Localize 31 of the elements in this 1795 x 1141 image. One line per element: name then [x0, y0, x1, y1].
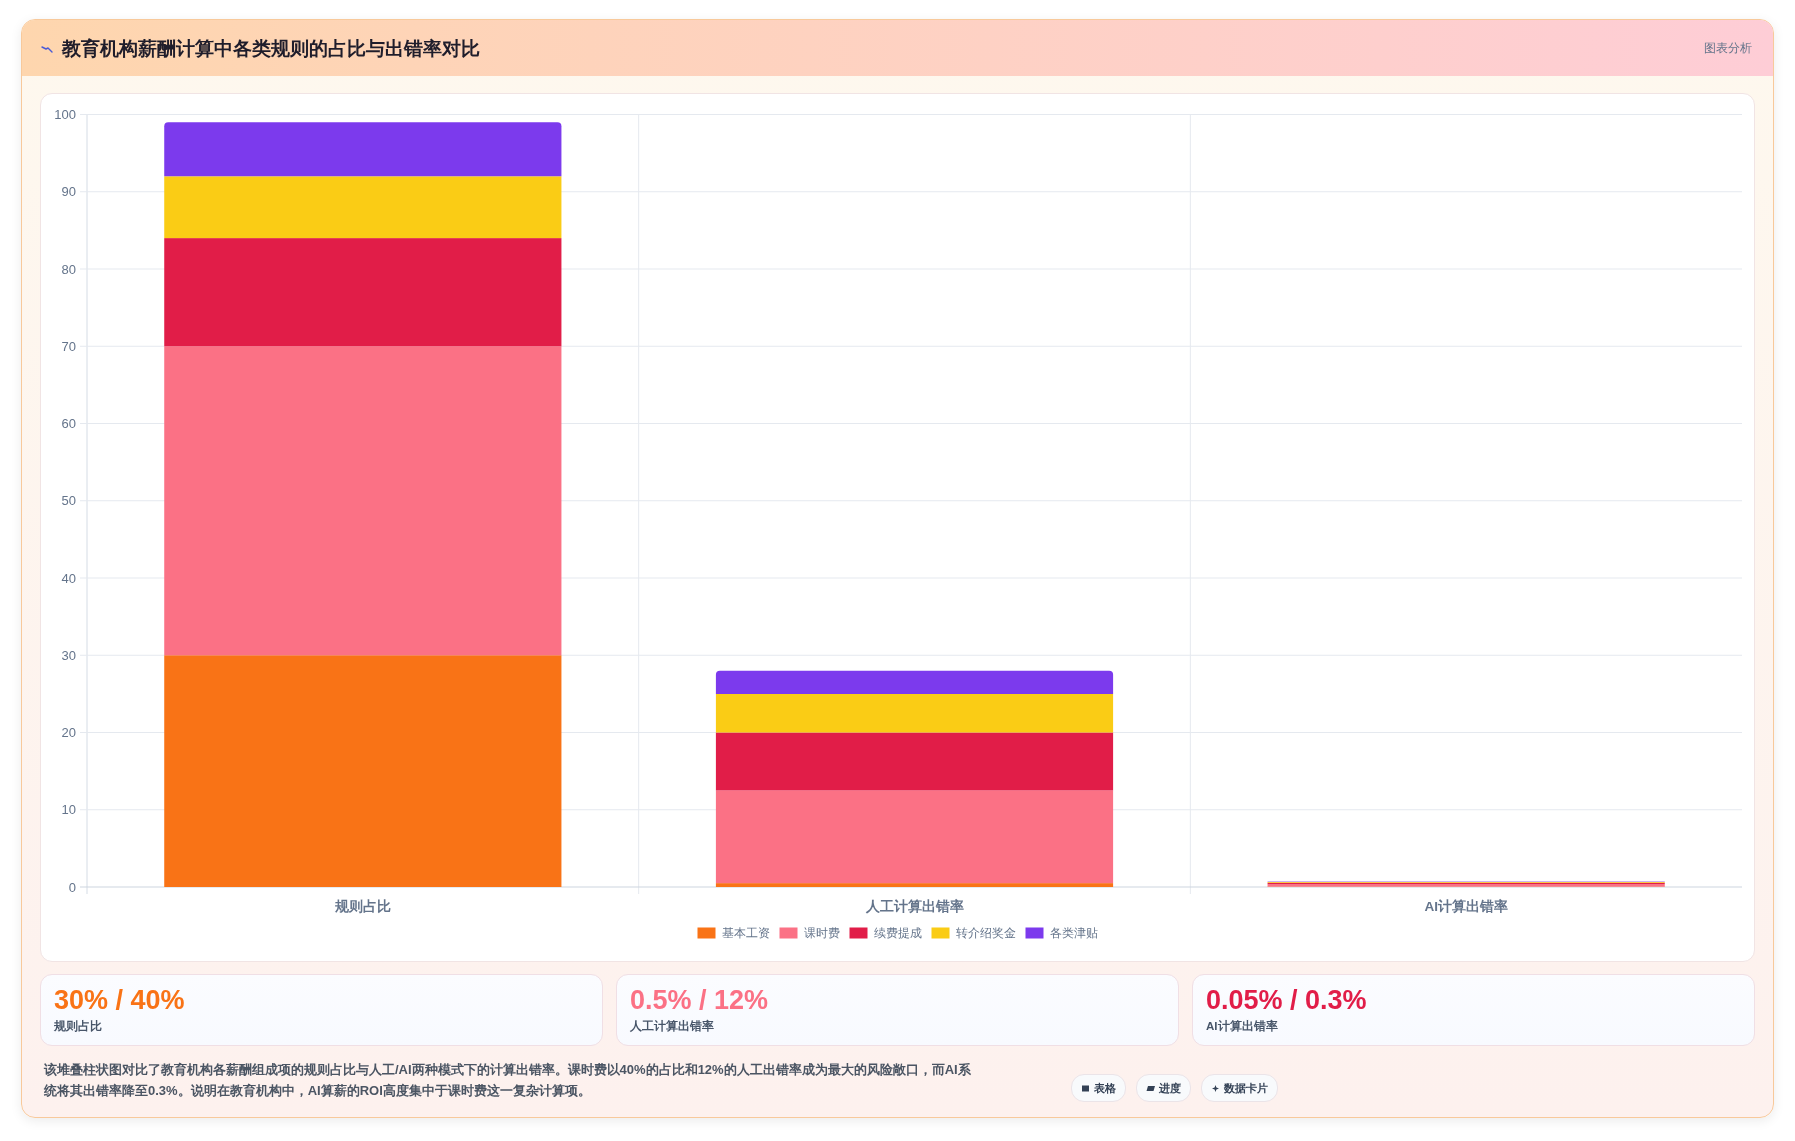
y-tick-label: 40: [61, 570, 76, 586]
text: 数据卡片: [1224, 1080, 1268, 1096]
y-tick-label: 60: [61, 416, 76, 431]
x-tick-label: AI计算出错率: [1424, 897, 1508, 914]
text: 进度: [1159, 1080, 1181, 1096]
text: 规则占比: [54, 1019, 102, 1034]
text: 0.05% / 0.3%: [1206, 984, 1367, 1016]
text: 30% / 40%: [54, 984, 185, 1016]
text: 图表分析: [1704, 40, 1752, 56]
y-tick-label: 10: [61, 802, 76, 818]
y-tick-label: 0: [68, 879, 76, 895]
x-tick-label: 规则占比: [333, 898, 391, 914]
y-tick-label: 70: [61, 338, 76, 354]
y-tick-label: 20: [61, 725, 76, 740]
x-tick-label: 人工计算出错率: [864, 897, 964, 914]
y-tick-label: 100: [54, 107, 76, 122]
legend-label: 各类津贴: [1049, 926, 1098, 940]
legend-label: 基本工资: [721, 926, 770, 940]
legend-label: 课时费: [803, 926, 840, 940]
y-tick-label: 90: [61, 184, 76, 200]
text: AI计算出错率: [1206, 1018, 1278, 1034]
text: 0.5% / 12%: [630, 984, 769, 1016]
y-tick-label: 30: [61, 647, 76, 663]
chart-title: 教育机构薪酬计算中各类规则的占比与出错率对比: [62, 37, 480, 61]
y-tick-label: 80: [61, 261, 76, 277]
y-tick-label: 50: [61, 493, 76, 509]
text: 该堆叠柱状图对比了教育机构各薪酬组成项的规则占比与人工/AI两种模式下的计算出错率。课时费以40%的占比和12%的人工出错率成为最大的风险敞口，而AI系统将其出错率降至0.3%。说明在教育机构中，AI算薪的ROI高度集中于课时费这一复杂计算项。: [44, 1061, 972, 1100]
legend-label: 转介绍奖金: [955, 926, 1016, 940]
text: 人工计算出错率: [630, 1018, 714, 1034]
legend-label: 续费提成: [873, 926, 922, 940]
text: 表格: [1094, 1080, 1116, 1096]
